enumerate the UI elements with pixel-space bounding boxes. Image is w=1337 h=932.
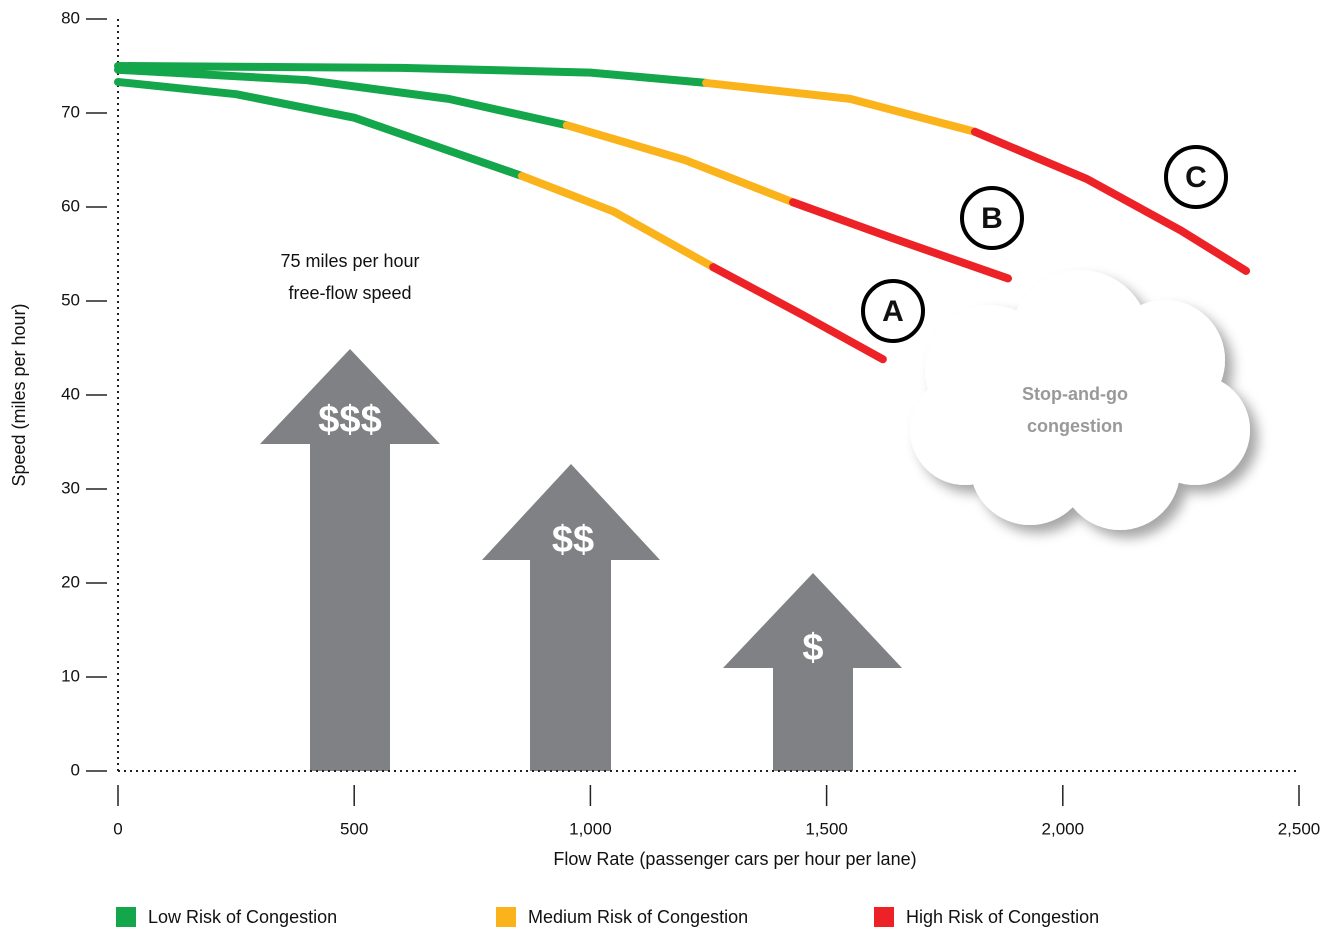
legend-label: High Risk of Congestion bbox=[906, 907, 1099, 927]
curve-segment bbox=[789, 198, 1012, 283]
arrow bbox=[482, 464, 660, 771]
x-tick-label: 500 bbox=[340, 819, 368, 838]
curve-segment bbox=[114, 65, 571, 130]
x-tick-label: 1,500 bbox=[805, 819, 848, 838]
curve-segment bbox=[702, 78, 979, 136]
y-tick-label: 30 bbox=[61, 478, 80, 497]
y-tick-label: 20 bbox=[61, 572, 80, 591]
legend-swatch bbox=[874, 907, 894, 927]
legend-label: Low Risk of Congestion bbox=[148, 907, 337, 927]
x-tick-label: 1,000 bbox=[569, 819, 612, 838]
x-tick-label: 0 bbox=[113, 819, 122, 838]
x-tick-label: 2,500 bbox=[1278, 819, 1321, 838]
curve-segment bbox=[562, 121, 798, 207]
legend-swatch bbox=[496, 907, 516, 927]
y-tick-label: 60 bbox=[61, 196, 80, 215]
y-tick-label: 40 bbox=[61, 384, 80, 403]
y-tick-label: 70 bbox=[61, 102, 80, 121]
curve-labels: A B C bbox=[861, 145, 1228, 343]
cloud-label: Stop-and-go bbox=[1022, 384, 1128, 404]
x-tick-label: 2,000 bbox=[1042, 819, 1085, 838]
y-axis-title: Speed (miles per hour) bbox=[9, 303, 29, 486]
label-circle bbox=[960, 186, 1024, 250]
curve-segment bbox=[709, 263, 887, 364]
cloud-label: congestion bbox=[1027, 416, 1123, 436]
arrow-label: $$$ bbox=[318, 399, 381, 441]
curve-label: A bbox=[882, 295, 904, 328]
annotation: 75 miles per hour bbox=[280, 251, 419, 271]
y-tick-label: 10 bbox=[61, 666, 80, 685]
curve-segment bbox=[970, 127, 1251, 275]
curve-segment bbox=[114, 77, 526, 180]
legend-swatch bbox=[116, 907, 136, 927]
curve-segment bbox=[114, 62, 711, 87]
arrow-label: $ bbox=[802, 627, 823, 669]
arrow bbox=[723, 573, 902, 771]
curve-label: C bbox=[1185, 161, 1207, 194]
y-tick-label: 80 bbox=[61, 8, 80, 27]
cloud bbox=[910, 270, 1250, 530]
arrow-label: $$ bbox=[552, 519, 594, 561]
label-circle bbox=[1164, 145, 1228, 209]
x-axis-title: Flow Rate (passenger cars per hour per l… bbox=[553, 849, 916, 869]
label-circle bbox=[861, 279, 925, 343]
y-tick-label: 50 bbox=[61, 290, 80, 309]
curve-segment bbox=[517, 171, 718, 272]
legend-label: Medium Risk of Congestion bbox=[528, 907, 748, 927]
curve-label: B bbox=[981, 202, 1003, 235]
y-tick-label: 0 bbox=[71, 760, 80, 779]
annotation: free-flow speed bbox=[288, 283, 411, 303]
arrow bbox=[260, 349, 440, 771]
